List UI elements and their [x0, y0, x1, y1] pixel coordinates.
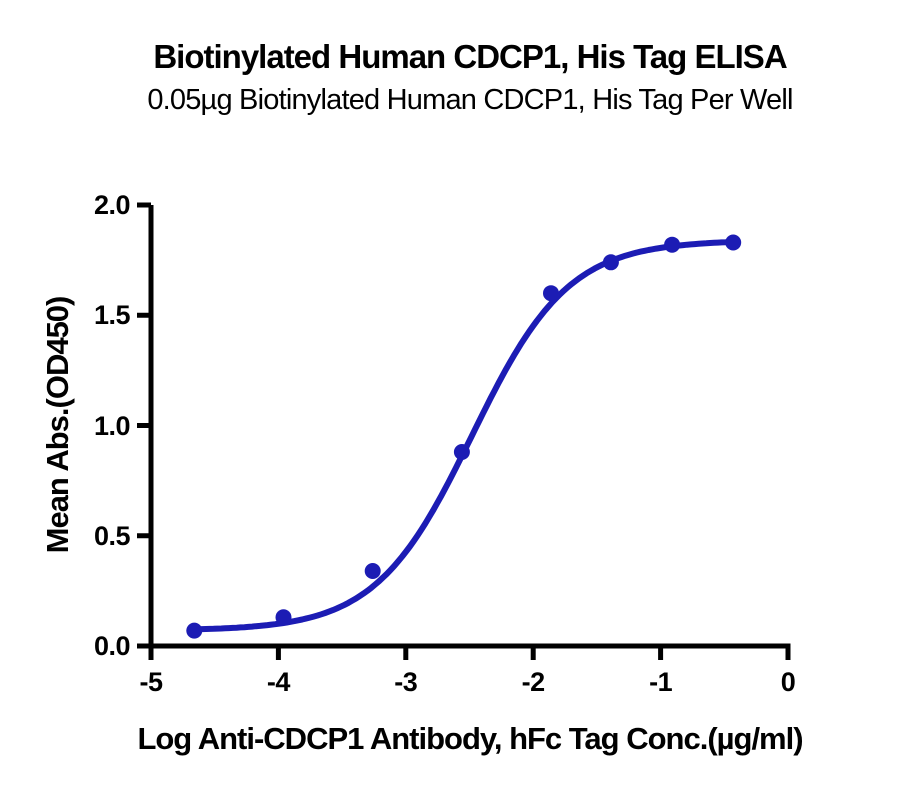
y-tick-label: 0.0: [93, 631, 131, 661]
y-tick-label: 1.5: [93, 300, 131, 331]
x-axis-title: Log Anti-CDCP1 Antibody, hFc Tag Conc.(µ…: [137, 721, 803, 756]
y-tick-label: 1.0: [93, 410, 131, 441]
data-point: [602, 254, 619, 271]
x-tick-label: -4: [266, 667, 291, 697]
data-point: [664, 236, 681, 253]
data-point: [275, 609, 292, 626]
chart-title: Biotinylated Human CDCP1, His Tag ELISA: [153, 38, 787, 75]
y-tick-label: 2.0: [93, 190, 131, 220]
data-point: [453, 444, 470, 460]
x-tick-label: 0: [780, 667, 796, 697]
data-point: [364, 563, 381, 579]
data-point: [543, 285, 559, 302]
x-tick-label: -2: [521, 667, 546, 697]
x-tick-label: -5: [139, 667, 163, 697]
y-tick-label: 0.5: [93, 520, 131, 551]
data-point: [186, 622, 203, 639]
data-point: [725, 234, 742, 251]
chart-subtitle: 0.05µg Biotinylated Human CDCP1, His Tag…: [147, 84, 793, 116]
fit-curve: [191, 239, 737, 633]
x-tick-label: -1: [649, 667, 673, 697]
x-tick-label: -3: [394, 667, 418, 697]
